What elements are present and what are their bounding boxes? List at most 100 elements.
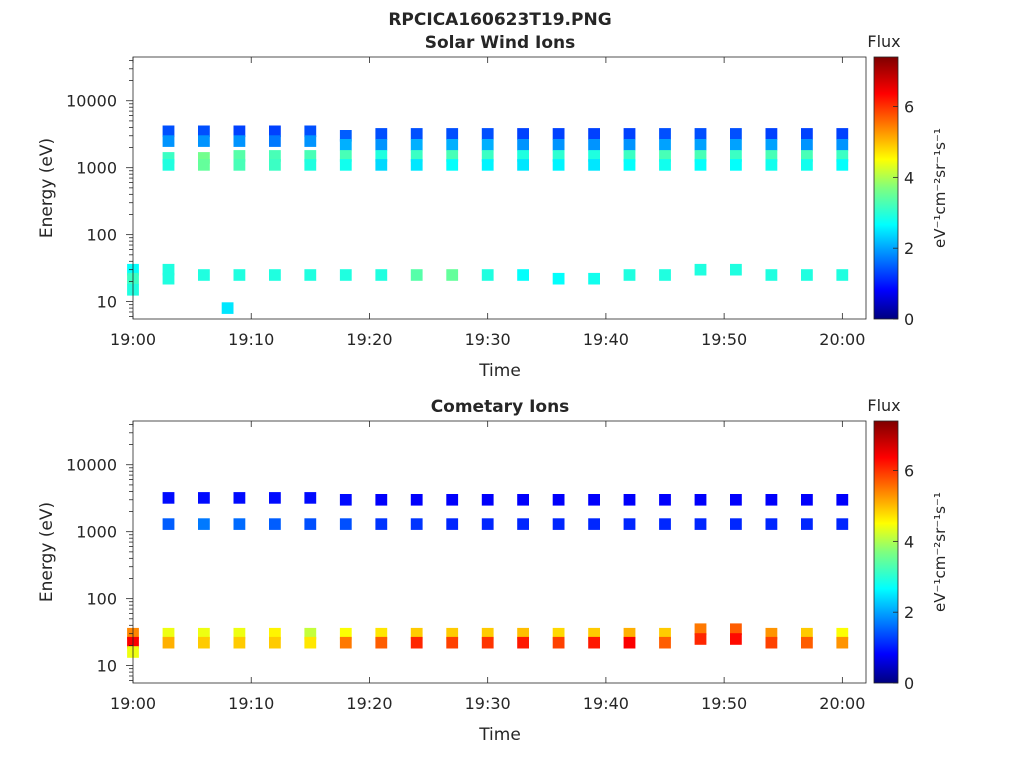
heatmap-cell (623, 150, 636, 162)
heatmap-cell (801, 518, 813, 530)
heatmap-cell (517, 636, 529, 649)
heatmap-cell (304, 636, 317, 649)
heatmap-cell (517, 269, 529, 281)
heatmap-cell (446, 627, 459, 640)
heatmap-cell (339, 518, 352, 530)
heatmap-cell (375, 518, 388, 530)
heatmap-cell (339, 269, 352, 281)
heatmap-cell (836, 139, 849, 151)
colorbar-tick-label: 6 (904, 462, 914, 481)
heatmap-cell (552, 150, 565, 162)
heatmap-cell (730, 159, 742, 171)
heatmap-cell (481, 159, 494, 171)
heatmap-cell (694, 159, 707, 171)
heatmap-cell (198, 518, 210, 530)
heatmap-cell (694, 139, 707, 151)
heatmap-cell (410, 159, 423, 171)
heatmap-cell (375, 627, 388, 640)
heatmap-cell (659, 518, 671, 530)
heatmap-cell (517, 159, 529, 171)
heatmap-cell (588, 627, 600, 640)
heatmap-cell (836, 518, 849, 530)
x-axis: 19:00 19:10 19:20 19:30 19:40 19:50 20:00 (110, 57, 865, 349)
y-tick-label: 10000 (66, 456, 117, 475)
heatmap-cell (162, 636, 175, 649)
x-axis-label: Time (478, 725, 521, 745)
y-tick-label: 1000 (76, 523, 117, 542)
heatmap-cell (375, 150, 388, 162)
heatmap-cell (269, 269, 281, 281)
heatmap-cell (221, 302, 234, 314)
heatmap-cell (552, 272, 565, 285)
heatmap-cell (765, 128, 778, 140)
colorbar (873, 56, 899, 320)
heatmap-cell (694, 263, 707, 276)
heatmap-cell (375, 139, 388, 151)
heatmap-cell (588, 128, 600, 140)
heatmap-cell (730, 518, 742, 530)
heatmap-cell (765, 636, 778, 649)
heatmap-cell (339, 150, 352, 162)
heatmap-cell (517, 518, 529, 530)
heatmap-cell (659, 269, 671, 281)
figure-title: RPCICA160623T19.PNG (388, 10, 611, 30)
x-tick-label: 19:30 (465, 330, 511, 349)
colorbar-tick-label: 2 (904, 603, 914, 622)
heatmap-cell (198, 152, 210, 164)
heatmap-cell (588, 518, 600, 530)
heatmap-cell (339, 636, 352, 649)
heatmap-cell (304, 135, 317, 147)
heatmap-cell (162, 627, 175, 640)
heatmap-cell (304, 125, 317, 138)
heatmap-cell (694, 633, 707, 645)
heatmap-cell (162, 272, 175, 285)
heatmap-cell (481, 139, 494, 151)
heatmap-cell (765, 150, 778, 162)
heatmap-cell (694, 518, 707, 530)
heatmap-cell (304, 492, 317, 504)
heatmap-cell (233, 518, 246, 530)
x-tick-label: 19:30 (465, 694, 511, 713)
heatmap-cell (836, 128, 849, 140)
heatmap-cell (304, 159, 317, 171)
heatmap-cell (588, 159, 600, 171)
colorbar-title: Flux (867, 32, 900, 51)
heatmap-cell (801, 627, 813, 640)
heatmap-cell (801, 128, 813, 140)
heatmap-cell (552, 636, 565, 649)
heatmap-cell (552, 518, 565, 530)
heatmap-cells (127, 125, 849, 314)
heatmap-cell (623, 636, 636, 649)
colorbar-ticks: 0 2 4 6 (893, 98, 914, 329)
heatmap-cell (269, 627, 281, 640)
heatmap-cell (269, 636, 281, 649)
heatmap-cell (375, 494, 388, 506)
y-tick-label: 1000 (76, 159, 117, 178)
y-axis-label: Energy (eV) (37, 138, 57, 238)
y-axis: 10 100 1000 10000 (66, 424, 133, 681)
heatmap-cell (198, 269, 210, 281)
heatmap-cell (481, 636, 494, 649)
heatmap-cell (269, 150, 281, 162)
heatmap-cell (552, 494, 565, 506)
heatmap-cell (410, 627, 423, 640)
heatmap-cell (410, 128, 423, 140)
heatmap-cell (765, 518, 778, 530)
heatmap-cell (446, 636, 459, 649)
heatmap-cell (623, 128, 636, 140)
y-tick-label: 100 (86, 226, 117, 245)
heatmap-cell (588, 494, 600, 506)
x-tick-label: 19:40 (583, 694, 629, 713)
heatmap-cell (659, 159, 671, 171)
heatmap-cell (552, 139, 565, 151)
heatmap-cell (233, 135, 246, 147)
heatmap-cell (339, 130, 352, 142)
heatmap-cell (339, 139, 352, 151)
heatmap-cell (694, 128, 707, 140)
heatmap-cell (162, 263, 175, 276)
heatmap-cell (304, 150, 317, 162)
heatmap-cell (517, 128, 529, 140)
heatmap-cell (588, 636, 600, 649)
y-tick-label: 10 (97, 293, 117, 312)
